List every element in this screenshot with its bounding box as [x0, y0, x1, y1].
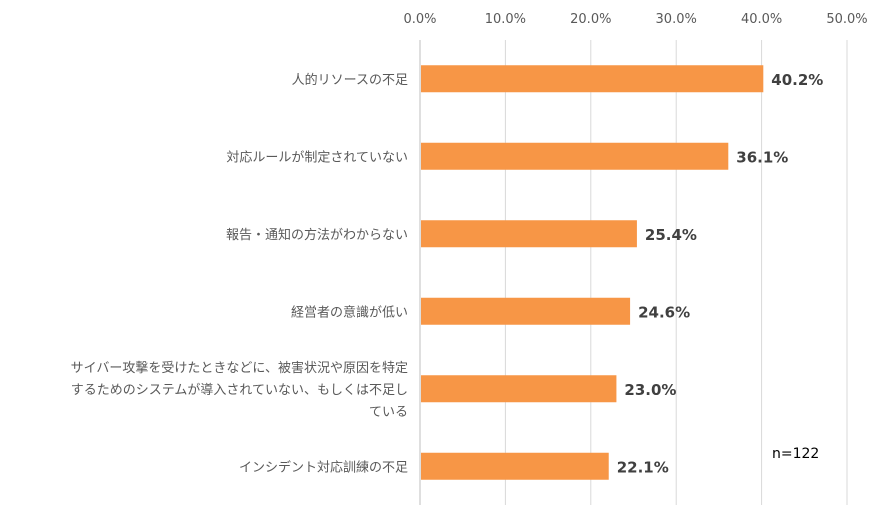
data-label: 25.4% [645, 226, 697, 244]
bar [421, 375, 617, 403]
data-labels: 40.2% 36.1% 25.4% 24.6% 23.0% 22.1% [617, 71, 824, 477]
bar [421, 452, 609, 480]
category-label: サイバー攻撃を受けたときなどに、被害状況や原因を特定するためのシステムが導入され… [71, 360, 408, 420]
x-tick-label: 40.0% [741, 12, 782, 27]
bar [421, 65, 764, 93]
x-tick-label: 30.0% [656, 12, 697, 27]
data-label: 24.6% [638, 303, 690, 321]
category-label-line: ている [369, 405, 408, 420]
category-label-line: サイバー攻撃を受けたときなどに、被害状況や原因を特定 [71, 360, 408, 376]
sample-size-note: n=122 [772, 446, 819, 462]
bar [421, 142, 729, 170]
category-label: 報告・通知の方法がわからない [226, 227, 408, 243]
gridlines [419, 40, 848, 505]
bars [421, 65, 764, 480]
x-axis-ticks: 0.0% 10.0% 20.0% 30.0% 40.0% 50.0% [403, 12, 867, 27]
x-tick-label: 0.0% [403, 12, 436, 27]
category-label: 人的リソースの不足 [292, 72, 408, 88]
category-label-line: 対応ルールが制定されていない [226, 150, 408, 165]
category-label-line: 人的リソースの不足 [292, 72, 408, 88]
bar [421, 220, 637, 248]
category-label-line: するためのシステムが導入されていない、もしくは不足し [71, 383, 408, 398]
data-label: 22.1% [617, 458, 669, 476]
category-label: インシデント対応訓練の不足 [239, 459, 408, 475]
x-tick-label: 10.0% [485, 12, 526, 27]
bar [421, 297, 631, 325]
data-label: 40.2% [771, 71, 823, 89]
data-label: 36.1% [736, 148, 788, 166]
category-label-line: 経営者の意識が低い [291, 304, 408, 320]
x-tick-label: 20.0% [570, 12, 611, 27]
x-tick-label: 50.0% [826, 12, 867, 27]
category-label: 経営者の意識が低い [291, 304, 408, 320]
category-label-line: 報告・通知の方法がわからない [226, 227, 408, 243]
category-labels: 人的リソースの不足対応ルールが制定されていない報告・通知の方法がわからない経営者… [71, 72, 408, 476]
data-label: 23.0% [624, 381, 676, 399]
category-label-line: インシデント対応訓練の不足 [239, 459, 408, 475]
category-label: 対応ルールが制定されていない [226, 150, 408, 165]
